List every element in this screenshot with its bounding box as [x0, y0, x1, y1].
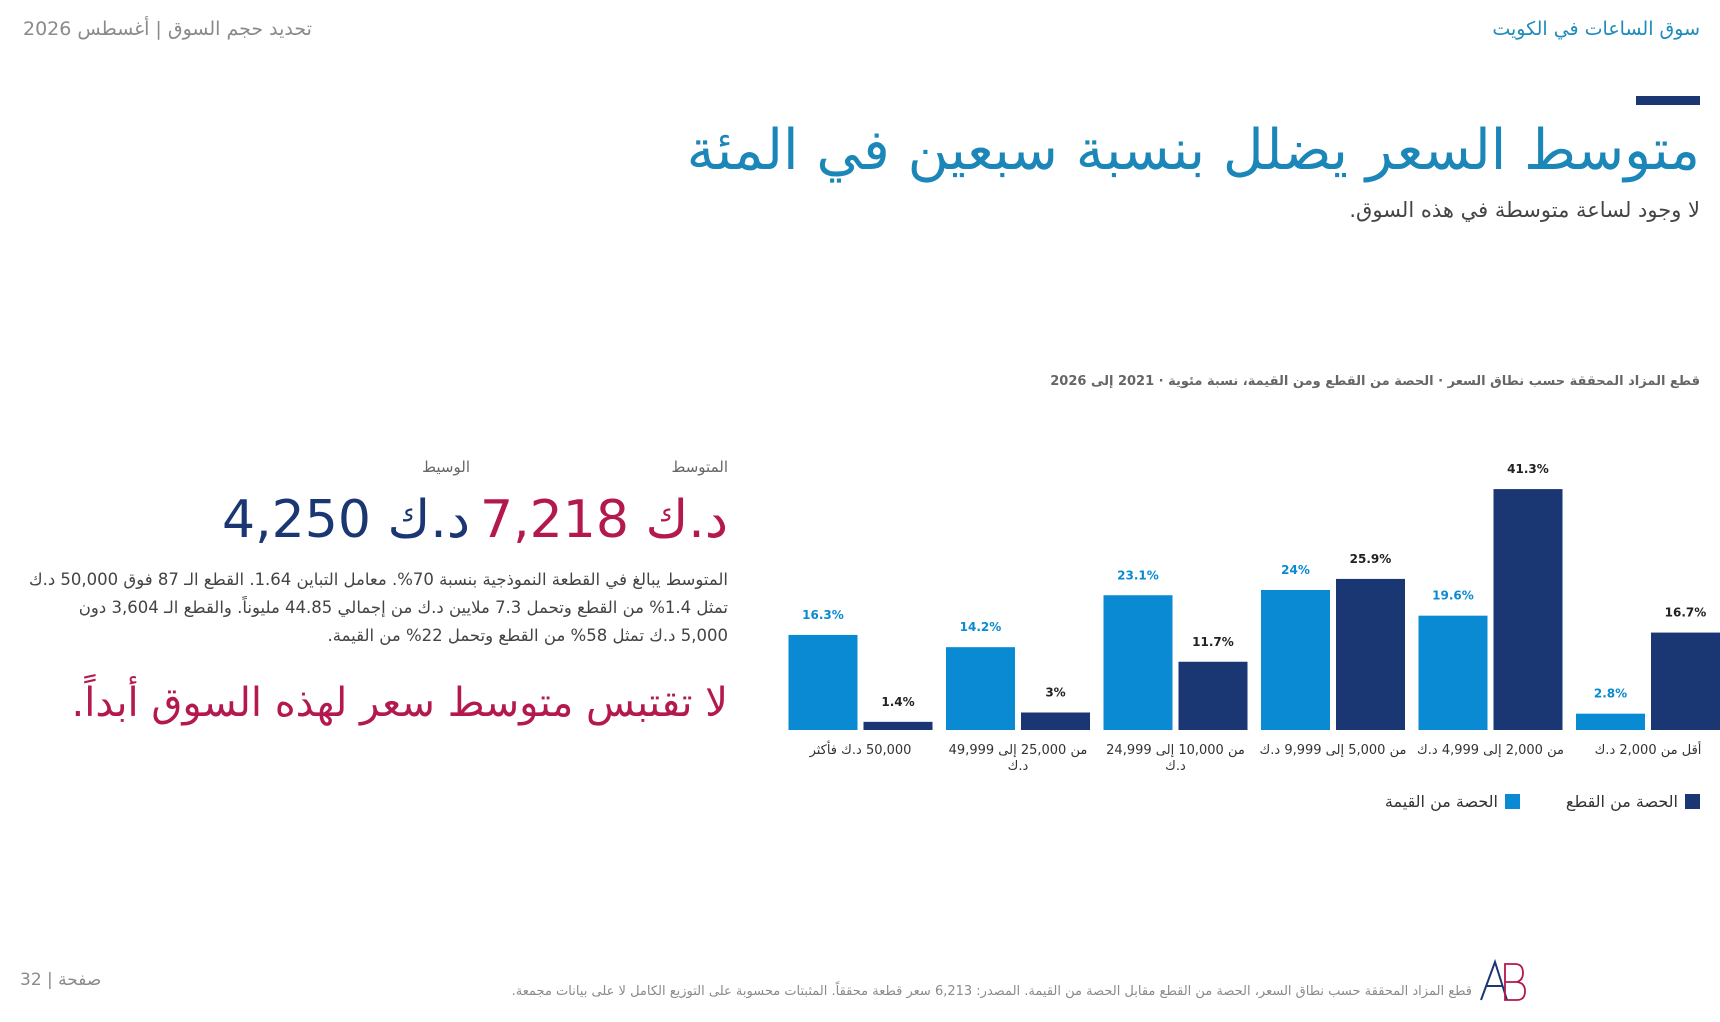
brand-logo-icon: AB [1480, 958, 1526, 1001]
bar-value-1 [1418, 615, 1488, 730]
legend-label-value: الحصة من القيمة [1384, 791, 1498, 811]
accent-bar [1636, 96, 1700, 105]
category-label-0: أقل من 2,000 د.ك [1595, 741, 1702, 758]
header-report-info: تحديد حجم السوق | أغسطس 2026 [23, 18, 312, 40]
data-label-value-4: 14.2% [960, 620, 1002, 634]
data-label-units-0: 16.7% [1665, 606, 1707, 620]
page-title: متوسط السعر يضلل بنسبة سبعين في المئة [686, 118, 1700, 183]
legend-swatch-units [1685, 793, 1700, 809]
data-label-value-0: 2.8% [1594, 687, 1627, 701]
chart-title: قطع المزاد المحققة حسب نطاق السعر · الحص… [1050, 374, 1700, 389]
median-value: د.ك 4,250 [222, 490, 470, 550]
category-label-1: من 2,000 إلى 4,999 د.ك [1417, 743, 1564, 758]
data-label-value-1: 19.6% [1432, 589, 1474, 603]
callout-text: لا تقتبس متوسط سعر لهذه السوق أبداً. [71, 680, 728, 726]
body-text: المتوسط يبالغ في القطعة النموذجية بنسبة … [28, 570, 728, 645]
data-label-value-2: 24% [1281, 563, 1310, 577]
bar-chart: 16.7% 2.8% أقل من 2,000 د.ك 41.3% 19.6% من 2,… [788, 462, 1720, 774]
header-market-name: سوق الساعات في الكويت [1492, 18, 1700, 40]
mean-value: د.ك 7,218 [480, 490, 728, 550]
bar-units-0 [1651, 632, 1720, 730]
bar-units-2 [1336, 578, 1405, 730]
category-label-2: من 5,000 إلى 9,999 د.ك [1260, 743, 1407, 758]
bar-value-4 [946, 647, 1015, 730]
mean-label: المتوسط [671, 458, 729, 476]
page-number: صفحة | 32 [20, 970, 102, 990]
legend-swatch-value [1505, 793, 1520, 809]
bar-units-4 [1021, 712, 1090, 730]
bar-units-5 [863, 721, 933, 730]
category-label-4: من 25,000 إلى 49,999 د.ك [949, 743, 1088, 774]
median-label: الوسيط [422, 458, 470, 476]
data-label-units-2: 25.9% [1350, 552, 1392, 566]
data-label-value-3: 23.1% [1117, 568, 1159, 582]
bar-value-0 [1576, 713, 1645, 730]
data-label-units-3: 11.7% [1192, 635, 1234, 649]
legend-item-value: الحصة من القيمة [1385, 790, 1520, 812]
bar-value-2 [1261, 590, 1330, 730]
data-label-units-5: 1.4% [881, 695, 914, 709]
footer-note: قطع المزاد المحققة حسب نطاق السعر، الحصة… [511, 984, 1472, 999]
data-label-value-5: 16.3% [802, 608, 844, 622]
bar-value-3 [1103, 595, 1173, 730]
category-label-3: من 10,000 إلى 24,999 د.ك [1106, 743, 1245, 774]
legend-item-units: الحصة من القطع [1566, 790, 1700, 812]
category-label-5: 50,000 د.ك فأكثر [809, 740, 912, 758]
page-subtitle: لا وجود لساعة متوسطة في هذه السوق. [1349, 198, 1700, 222]
bar-value-5 [788, 634, 858, 730]
bar-units-3 [1178, 661, 1248, 730]
legend-label-units: الحصة من القطع [1565, 791, 1678, 811]
bar-units-1 [1493, 489, 1563, 730]
data-label-units-1: 41.3% [1507, 462, 1549, 476]
data-label-units-4: 3% [1045, 686, 1065, 700]
